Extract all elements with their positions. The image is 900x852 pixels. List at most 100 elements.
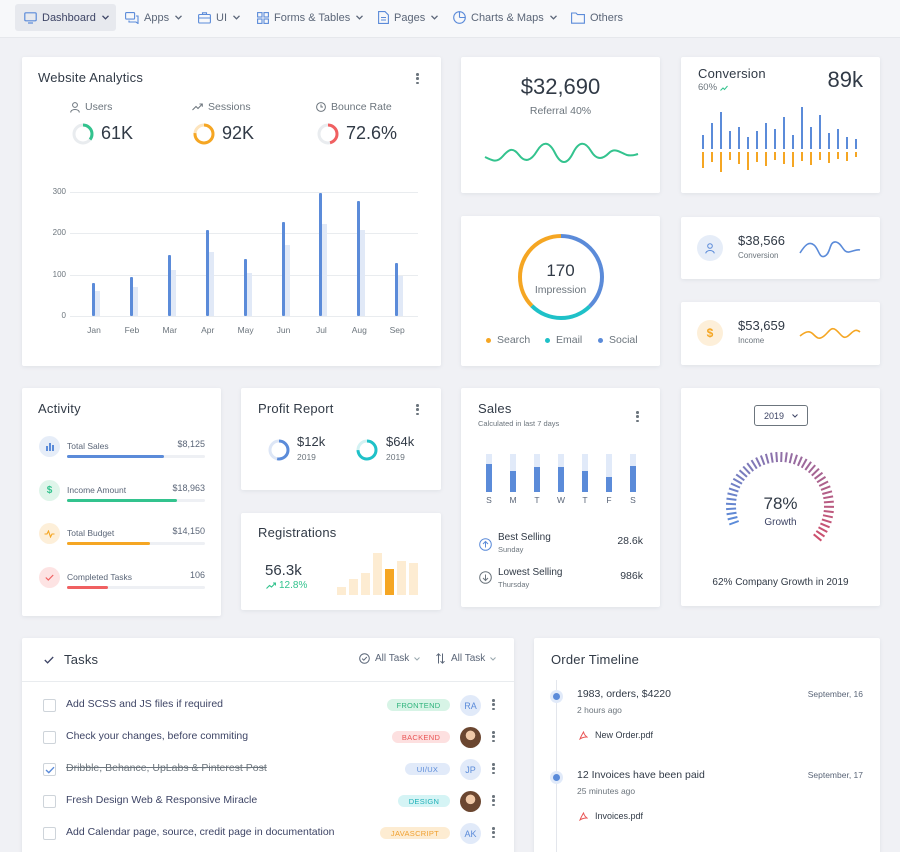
task-checkbox[interactable] xyxy=(43,699,56,712)
chart-bar[interactable] xyxy=(205,230,209,316)
nav-charts-maps[interactable]: Charts & Maps xyxy=(444,4,564,31)
timeline-date: September, 17 xyxy=(807,770,863,780)
sales-day-label: T xyxy=(582,495,588,505)
task-row[interactable]: Add SCSS and JS files if required FRONTEN… xyxy=(22,690,514,722)
nav-pages[interactable]: Pages xyxy=(369,4,445,31)
profit-ring-1 xyxy=(268,439,290,461)
gauge-tick xyxy=(818,526,828,533)
more-icon[interactable] xyxy=(416,73,419,84)
lowest-selling-day: Thursday xyxy=(498,580,530,589)
sales-bar[interactable] xyxy=(510,471,516,492)
more-icon[interactable] xyxy=(492,763,495,774)
gauge-tick xyxy=(727,516,738,521)
task-checkbox[interactable] xyxy=(43,795,56,808)
card-title: Registrations xyxy=(258,525,337,540)
avatar-photo[interactable] xyxy=(460,791,481,812)
timeline-attachment[interactable]: Invoices.pdf xyxy=(579,811,643,821)
lowest-selling-label: Lowest Selling xyxy=(498,567,563,578)
task-checkbox[interactable] xyxy=(43,827,56,840)
task-filter-sort[interactable]: All Task xyxy=(436,653,497,664)
chart-bar[interactable] xyxy=(281,221,285,316)
timeline-attachment[interactable]: New Order.pdf xyxy=(579,730,653,740)
nav-apps[interactable]: Apps xyxy=(116,4,189,31)
nav-ui[interactable]: UI xyxy=(189,4,247,31)
task-checkbox[interactable] xyxy=(43,763,56,776)
timeline-line xyxy=(556,680,557,852)
sales-bar[interactable] xyxy=(630,466,636,492)
legend-dot xyxy=(486,337,491,343)
x-tick-label: Jan xyxy=(87,325,101,335)
more-icon[interactable] xyxy=(492,699,495,710)
monitor-icon xyxy=(24,11,37,24)
x-tick-label: Mar xyxy=(162,325,178,335)
more-icon[interactable] xyxy=(416,404,419,415)
chevron-down-icon xyxy=(414,656,421,661)
chart-bar[interactable] xyxy=(357,201,361,316)
chevron-down-icon xyxy=(101,15,109,20)
task-tag: DESIGN xyxy=(398,795,450,807)
task-filter-status[interactable]: All Task xyxy=(359,653,421,664)
more-icon[interactable] xyxy=(492,795,495,806)
stat-sessions-value: 92K xyxy=(222,123,255,143)
avatar[interactable]: RA xyxy=(460,695,481,716)
task-row[interactable]: Check your changes, before commiting BACK… xyxy=(22,722,514,754)
avatar[interactable]: JP xyxy=(460,759,481,780)
task-tag: FRONTEND xyxy=(387,699,450,711)
nav-forms-tables[interactable]: Forms & Tables xyxy=(248,4,370,31)
chart-bar[interactable] xyxy=(129,276,133,316)
chevron-down-icon xyxy=(792,413,798,418)
task-row[interactable]: Fresh Design Web & Responsive Miracle DES… xyxy=(22,786,514,818)
revenue-value: $32,690 xyxy=(520,74,601,99)
nav-label: UI xyxy=(216,11,227,24)
x-tick-label: Aug xyxy=(351,325,367,335)
user-icon xyxy=(70,101,80,113)
profit-value-2: $64k xyxy=(386,434,415,449)
task-text: Add Calendar page, source, credit page i… xyxy=(66,826,335,838)
gauge-tick xyxy=(818,480,829,487)
timeline-dot xyxy=(553,693,560,700)
sort-icon xyxy=(436,653,445,664)
legend-social: Social xyxy=(598,334,638,346)
bar-shadow xyxy=(397,276,404,316)
sales-bar[interactable] xyxy=(582,471,588,492)
chart-bar[interactable] xyxy=(319,192,323,316)
more-icon[interactable] xyxy=(492,731,495,742)
card-title: Activity xyxy=(38,401,81,416)
y-tick-label: 0 xyxy=(61,311,66,320)
task-row[interactable]: Dribble, Behance, UpLabs & Pinterest Pos… xyxy=(22,754,514,786)
task-text: Dribble, Behance, UpLabs & Pinterest Pos… xyxy=(66,762,267,774)
conversion-percent: 60% xyxy=(698,82,728,93)
sales-bar[interactable] xyxy=(486,463,492,492)
more-icon[interactable] xyxy=(636,411,639,422)
timeline-title: 12 Invoices have been paid xyxy=(577,769,705,781)
trending-up-icon xyxy=(720,85,728,91)
revenue-subtitle: Referral 40% xyxy=(529,105,592,117)
chart-bar[interactable] xyxy=(243,258,247,316)
gauge-tick xyxy=(726,507,737,511)
income-sparkline xyxy=(799,327,861,339)
gauge-tick xyxy=(726,511,737,516)
avatar-photo[interactable] xyxy=(460,727,481,748)
nav-dashboard[interactable]: Dashboard xyxy=(15,4,116,31)
task-checkbox[interactable] xyxy=(43,731,56,744)
chart-bar[interactable] xyxy=(395,263,399,316)
sales-bar[interactable] xyxy=(606,476,612,492)
avatar[interactable]: AK xyxy=(460,823,481,844)
sales-bar[interactable] xyxy=(534,467,540,492)
nav-label: Apps xyxy=(144,11,170,24)
chevron-down-icon xyxy=(490,656,497,661)
gauge-tick xyxy=(807,464,816,474)
nav-others[interactable]: Others xyxy=(562,4,630,31)
chart-bar[interactable] xyxy=(92,282,95,316)
task-row[interactable]: Add Calendar page, source, credit page i… xyxy=(22,818,514,850)
conversion-value: 89k xyxy=(827,67,863,92)
task-tag: UI/UX xyxy=(405,763,450,775)
year-select[interactable]: 2019 xyxy=(754,405,808,426)
gauge-tick xyxy=(764,453,770,464)
more-icon[interactable] xyxy=(492,827,495,838)
activity-progress-fill xyxy=(67,585,109,589)
bar-chart-icon xyxy=(39,436,60,457)
sales-bar[interactable] xyxy=(558,467,564,492)
chart-bar[interactable] xyxy=(167,254,171,316)
